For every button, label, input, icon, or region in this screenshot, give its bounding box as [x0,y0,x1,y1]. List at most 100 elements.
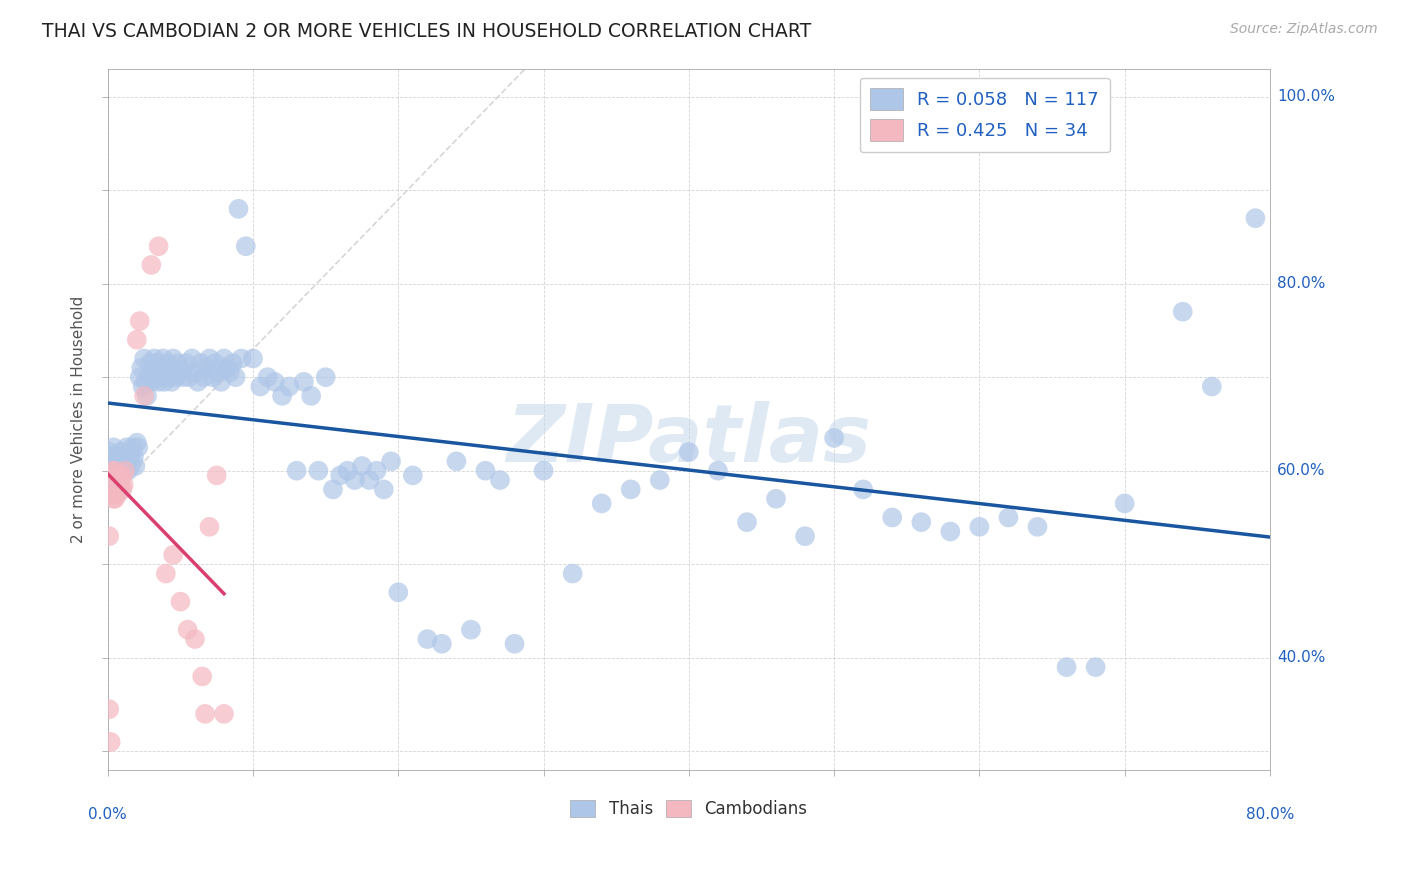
Point [104,473,127,487]
Text: 100.0%: 100.0% [1277,89,1336,104]
Point [142,366,165,380]
Point [380,454,402,468]
Point [315,370,337,384]
Point [285,464,308,478]
Point [111,468,134,483]
Point [198,520,221,534]
Point [343,473,366,487]
Point [373,483,395,497]
Point [222,356,245,370]
Point [121,440,143,454]
Point [122,450,145,464]
Point [135,375,157,389]
Point [155,366,177,380]
Point [111,450,134,464]
Point [115,440,138,454]
Point [112,477,135,491]
Point [172,370,194,384]
Point [228,202,250,216]
Point [98,445,121,459]
Point [100,735,122,749]
Point [98,702,121,716]
Point [156,356,179,370]
Point [387,585,409,599]
Point [292,375,315,389]
Point [231,351,253,366]
Point [212,351,235,366]
Point [150,370,173,384]
Text: 0.0%: 0.0% [89,807,127,822]
Text: THAI VS CAMBODIAN 2 OR MORE VEHICLES IN HOUSEHOLD CORRELATION CHART: THAI VS CAMBODIAN 2 OR MORE VEHICLES IN … [42,22,811,41]
Point [648,473,671,487]
Point [146,356,169,370]
Point [1171,304,1194,318]
Point [148,239,170,253]
Point [416,632,439,646]
Point [198,351,221,366]
Point [104,491,127,506]
Point [997,510,1019,524]
Point [159,360,181,375]
Point [120,458,142,473]
Point [735,515,758,529]
Point [350,458,373,473]
Text: 60.0%: 60.0% [1277,463,1326,478]
Point [852,483,875,497]
Point [205,468,228,483]
Point [1244,211,1267,226]
Point [148,375,170,389]
Point [132,351,155,366]
Point [193,370,215,384]
Point [138,370,160,384]
Text: 80.0%: 80.0% [1277,277,1326,291]
Point [118,450,141,464]
Point [242,351,264,366]
Point [299,389,322,403]
Point [474,464,496,478]
Point [187,375,209,389]
Point [153,375,176,389]
Point [402,468,425,483]
Point [105,450,128,464]
Point [181,351,204,366]
Point [204,356,226,370]
Point [489,473,512,487]
Point [111,483,134,497]
Point [430,637,453,651]
Point [591,496,613,510]
Point [225,370,247,384]
Point [218,366,240,380]
Point [209,375,232,389]
Point [446,454,468,468]
Point [155,566,177,581]
Point [336,464,359,478]
Point [157,370,180,384]
Point [1056,660,1078,674]
Point [162,351,184,366]
Y-axis label: 2 or more Vehicles in Household: 2 or more Vehicles in Household [72,295,86,543]
Point [112,464,135,478]
Point [678,445,700,459]
Point [174,356,197,370]
Text: 80.0%: 80.0% [1246,807,1294,822]
Point [169,594,191,608]
Point [124,458,146,473]
Point [98,529,121,543]
Point [131,379,153,393]
Point [114,464,136,478]
Point [110,473,132,487]
Point [882,510,904,524]
Point [191,669,214,683]
Point [707,464,730,478]
Point [322,483,344,497]
Point [823,431,845,445]
Point [103,440,125,454]
Point [163,366,186,380]
Point [1201,379,1223,393]
Text: ZIPatlas: ZIPatlas [506,401,872,479]
Point [359,473,381,487]
Point [184,366,207,380]
Point [256,370,278,384]
Point [107,464,129,478]
Point [212,706,235,721]
